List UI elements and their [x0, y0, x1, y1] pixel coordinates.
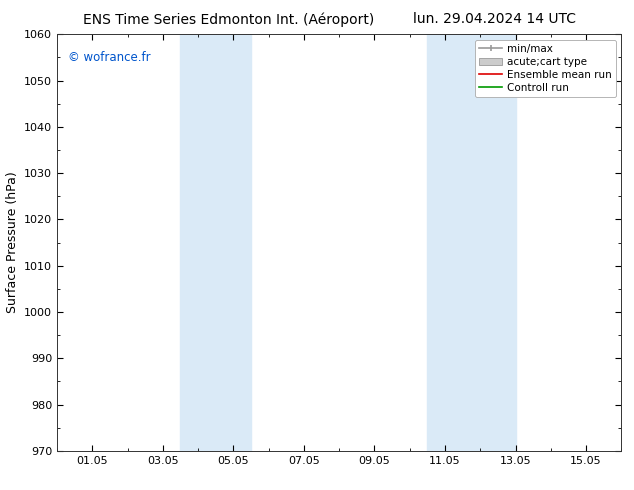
Text: ENS Time Series Edmonton Int. (Aéroport): ENS Time Series Edmonton Int. (Aéroport) [82, 12, 374, 27]
Text: © wofrance.fr: © wofrance.fr [68, 51, 151, 64]
Bar [181, 34, 251, 451]
Bar [427, 34, 515, 451]
Y-axis label: Surface Pressure (hPa): Surface Pressure (hPa) [6, 172, 18, 314]
Legend: min/max, acute;cart type, Ensemble mean run, Controll run: min/max, acute;cart type, Ensemble mean … [475, 40, 616, 97]
Text: lun. 29.04.2024 14 UTC: lun. 29.04.2024 14 UTC [413, 12, 576, 26]
